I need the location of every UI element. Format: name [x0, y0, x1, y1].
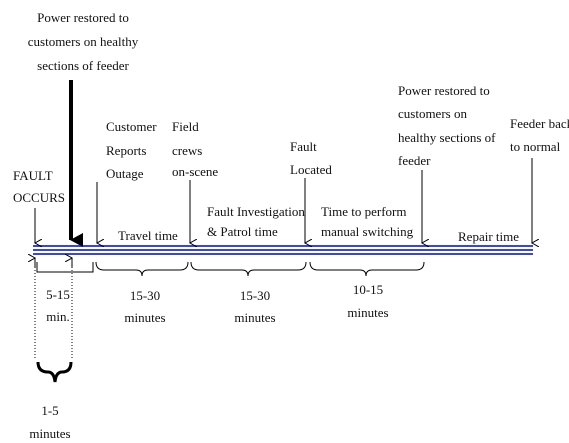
phase-label: Time to perform — [321, 204, 406, 219]
phase-label: manual switching — [321, 224, 414, 239]
duration-label: 15-30 — [240, 288, 270, 303]
event-label: Field — [172, 119, 199, 134]
duration-label: minutes — [347, 305, 388, 320]
duration-label: 15-30 — [130, 288, 160, 303]
phase-label: & Patrol time — [207, 224, 278, 239]
duration-label: 10-15 — [353, 282, 383, 297]
event-label: Power restored to — [37, 10, 129, 25]
event-label: healthy sections of — [398, 130, 496, 145]
phase-label: Fault Investigation — [207, 204, 305, 219]
event-label: FAULT — [13, 168, 53, 183]
event-label: to normal — [510, 139, 561, 154]
event-label: Located — [290, 162, 332, 177]
event-label: Reports — [106, 143, 146, 158]
event-label: Feeder back — [510, 116, 569, 131]
duration-label: min. — [46, 309, 69, 324]
event-label: sections of feeder — [37, 58, 129, 73]
brackets — [34, 261, 425, 383]
duration-label: minutes — [124, 310, 165, 325]
phase-label: Travel time — [118, 228, 178, 243]
event-label: Customer — [106, 119, 157, 134]
event-label: crews — [172, 143, 202, 158]
duration-label: 1-5 — [41, 403, 58, 418]
event-label: customers on — [398, 106, 467, 121]
duration-label: 5-15 — [46, 287, 70, 302]
event-arrows — [35, 80, 532, 268]
event-label: on-scene — [172, 164, 218, 179]
timeline-bar — [33, 245, 533, 255]
event-label: Power restored to — [398, 83, 490, 98]
event-label: customers on healthy — [28, 34, 139, 49]
event-label: Fault — [290, 139, 317, 154]
phase-label: Repair time — [458, 229, 519, 244]
event-label: feeder — [398, 153, 431, 168]
duration-label: minutes — [29, 426, 70, 441]
duration-label: minutes — [234, 310, 275, 325]
event-label: Outage — [106, 166, 144, 181]
event-label: OCCURS — [13, 190, 65, 205]
